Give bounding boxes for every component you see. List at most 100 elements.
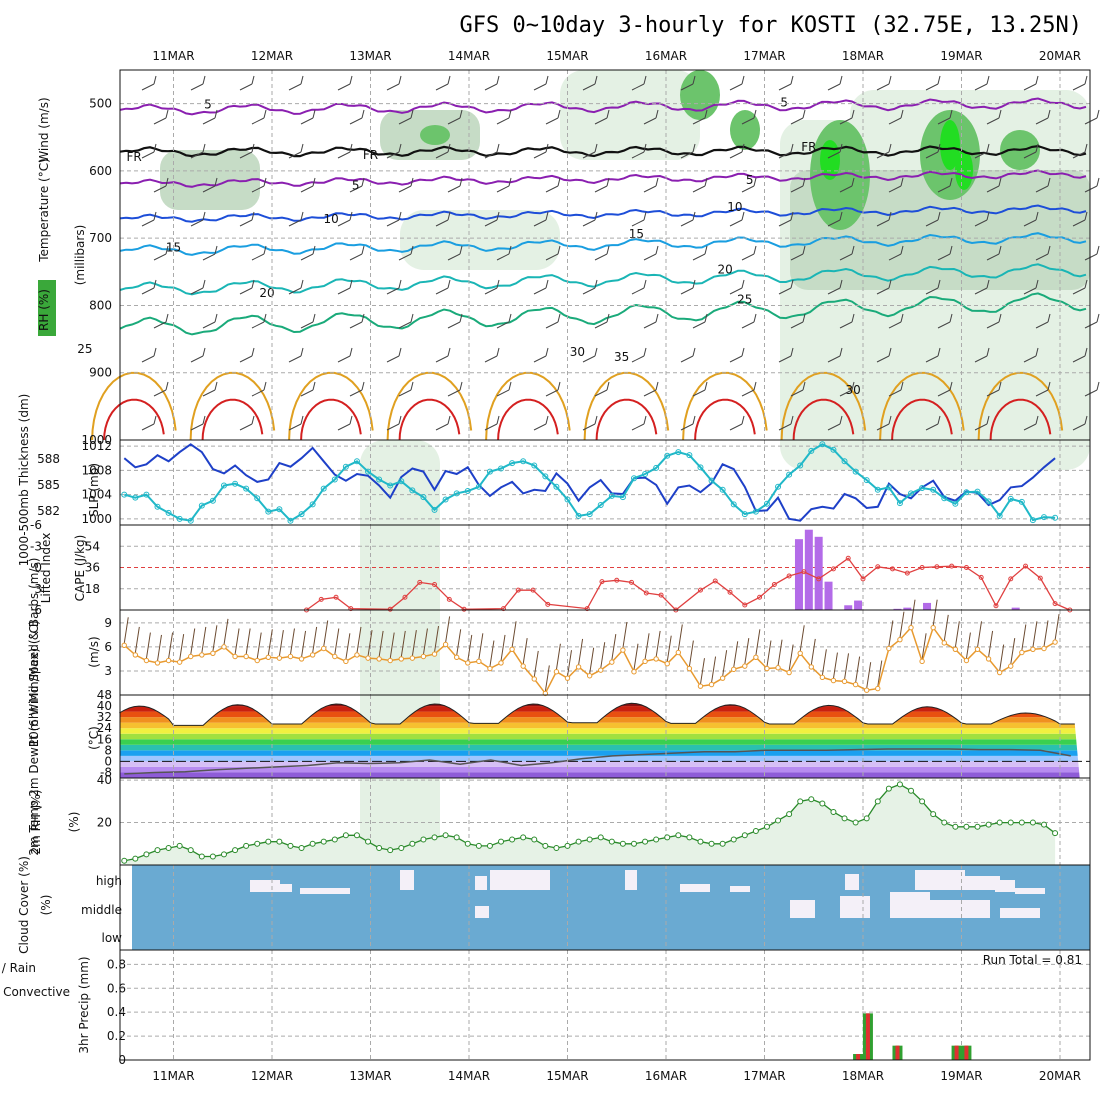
thickness-point xyxy=(1040,514,1047,521)
wind-barb-flag xyxy=(606,381,610,391)
date-label-bottom: 17MAR xyxy=(743,1069,785,1083)
thickness-point xyxy=(1052,514,1059,521)
wind-barb-flag xyxy=(349,211,353,221)
li-point xyxy=(614,577,620,583)
wind-barb xyxy=(888,321,902,329)
wind-barb xyxy=(496,389,510,397)
slp-tick: 1004 xyxy=(81,488,112,502)
contour-label: FR xyxy=(801,140,816,154)
wind-barb-flag xyxy=(1047,245,1051,255)
rh-point xyxy=(520,834,527,841)
cloud-block xyxy=(960,876,1000,890)
wind-speed-point xyxy=(863,687,870,693)
wind-speed-point xyxy=(708,681,715,688)
wind-barb xyxy=(1072,219,1086,227)
wind-barb xyxy=(888,117,902,125)
wind-barb xyxy=(141,83,155,91)
wind-barb-flag xyxy=(459,313,463,323)
wind-barb-10m xyxy=(954,621,960,648)
wind-barb xyxy=(729,355,743,363)
pressure-tick: 500 xyxy=(89,97,112,111)
wind-barb xyxy=(251,389,265,397)
wind-barb xyxy=(251,253,265,261)
wind-barb xyxy=(986,117,1000,125)
wind-barb-flag xyxy=(1047,109,1051,119)
thickness-line xyxy=(124,443,1056,522)
cape-tick: 54 xyxy=(85,539,100,553)
wind-barb-10m xyxy=(356,626,362,653)
thickness-point xyxy=(486,468,493,475)
rh-point xyxy=(697,838,704,845)
wind-barb-flag xyxy=(986,415,990,425)
wind-speed-point xyxy=(598,667,604,673)
temp-tick: 16 xyxy=(97,732,112,746)
li-tick: -6 xyxy=(30,518,42,532)
pressure-axis-label: (millibars) xyxy=(73,225,87,286)
wind-speed-point xyxy=(542,690,549,697)
wind-barb-flag xyxy=(643,75,647,85)
wind-barb xyxy=(692,253,706,261)
temperature-axis-label: Temperature (°C) xyxy=(37,158,51,263)
li-point xyxy=(786,573,792,579)
wind-barb-flag xyxy=(398,347,402,357)
wind-barb xyxy=(435,423,449,431)
thickness-point xyxy=(243,485,250,492)
wind-speed-point xyxy=(631,669,637,675)
thickness-point xyxy=(520,458,527,465)
wind-barb-flag xyxy=(704,177,708,187)
wind-barb xyxy=(729,287,743,295)
wind-speed-point xyxy=(764,665,770,672)
cloud-block xyxy=(300,888,350,894)
wind-barb xyxy=(545,185,559,193)
rh-shade-high xyxy=(420,125,450,145)
isotherm-30-loop xyxy=(288,371,374,441)
wind-barb xyxy=(974,83,988,91)
rh-point xyxy=(143,851,150,858)
wind-barb-10m xyxy=(977,621,983,648)
rh-point xyxy=(1018,819,1025,826)
wind-speed-point xyxy=(1052,639,1058,645)
precip-tick: 0.4 xyxy=(107,1005,126,1019)
cloud-block xyxy=(1015,888,1045,894)
wind-barb-flag xyxy=(802,381,806,391)
wind-barb xyxy=(533,83,547,91)
wind-barb xyxy=(190,83,204,91)
wind-barb xyxy=(692,185,706,193)
wind-barb-flag xyxy=(1096,381,1100,391)
wind-barb xyxy=(202,253,216,261)
temp-band xyxy=(120,733,1080,740)
wind-barb xyxy=(925,355,939,363)
wind-barb-10m xyxy=(278,630,284,657)
li-point xyxy=(727,589,733,595)
wind-speed-point xyxy=(354,652,360,658)
wind-barb-flag xyxy=(214,177,218,187)
wind-barb-flag xyxy=(802,109,806,119)
wind-barb-flag xyxy=(545,279,549,289)
wind-barb-10m xyxy=(988,630,994,657)
thickness-point xyxy=(143,491,150,498)
thickness-point xyxy=(331,476,338,483)
wind-barb xyxy=(337,355,351,363)
wind-barb-10m xyxy=(810,638,816,666)
rh-axis-label: RH (%) xyxy=(37,289,51,331)
rh-point xyxy=(132,855,139,862)
wind-barb-10m xyxy=(511,621,517,648)
wind-barb xyxy=(153,321,167,329)
wind-barb xyxy=(447,389,461,397)
wind-speed-point xyxy=(465,660,471,666)
wind-barb-10m xyxy=(611,634,617,661)
wind-barb xyxy=(827,83,841,91)
li-point xyxy=(629,579,635,585)
date-label-top: 18MAR xyxy=(842,49,884,63)
thickness-point xyxy=(752,508,759,515)
wind-barb-flag xyxy=(496,211,500,221)
wind-barb xyxy=(729,83,743,91)
wind-barb-flag xyxy=(704,313,708,323)
thickness-point xyxy=(642,471,649,477)
rh-unit-label: (%) xyxy=(67,812,81,833)
date-label-bottom: 14MAR xyxy=(448,1069,490,1083)
wind-barb xyxy=(925,151,939,159)
wind-barb-flag xyxy=(986,75,990,85)
pressure-tick: 600 xyxy=(89,164,112,178)
wind-barb-10m xyxy=(179,634,185,661)
